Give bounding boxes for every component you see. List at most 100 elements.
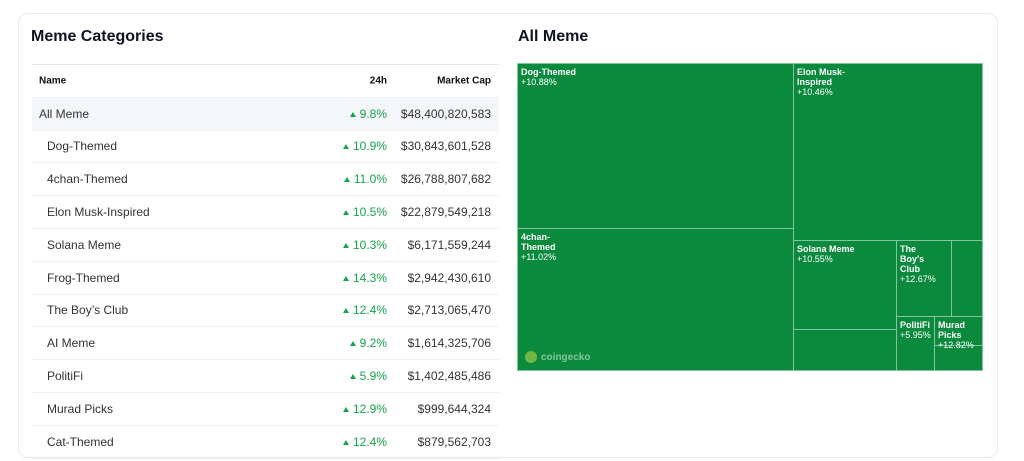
up-arrow bbox=[342, 242, 349, 248]
name-cell: AI Meme bbox=[47, 336, 96, 351]
name-cell: Murad Picks bbox=[47, 401, 114, 416]
tile-label: Murad Picks bbox=[938, 320, 965, 340]
tile-change: +11.02% bbox=[521, 252, 557, 262]
change-text: 12.4% bbox=[352, 434, 387, 449]
tile-label: PolitiFi bbox=[900, 320, 930, 330]
tile-change: +10.88% bbox=[521, 77, 557, 87]
name-cell: PolitiFi bbox=[47, 369, 84, 384]
tile-label: Dog-Themed bbox=[521, 67, 576, 77]
up-arrow bbox=[343, 177, 350, 183]
table-row: Murad Picks 12.9% $999,644,324 bbox=[32, 393, 499, 426]
table-row: AI Meme 9.2% $1,614,325,706 bbox=[32, 327, 499, 361]
table: Name 24h Market Cap All Meme 9.8% $48,400,… bbox=[32, 64, 499, 459]
market-cap-cell: $2,942,430,610 bbox=[407, 270, 491, 285]
change-cell: 10.5% bbox=[342, 205, 387, 220]
market-cap-cell: $48,400,820,583 bbox=[400, 106, 491, 121]
market-cap-cell: $999,644,324 bbox=[417, 401, 491, 416]
market-cap-cell: $879,562,703 bbox=[417, 434, 491, 449]
change-cell: 12.9% bbox=[342, 401, 387, 416]
up-arrow bbox=[349, 374, 356, 380]
table-row: Cat-Themed 12.4% $879,562,703 bbox=[32, 426, 499, 459]
tile-label: Solana Meme bbox=[797, 244, 855, 254]
table-row: Elon Musk-Inspired 10.5% $22,879,549,218 bbox=[32, 196, 499, 229]
name-cell: Cat-Themed bbox=[47, 434, 114, 449]
treemap-title: All Meme bbox=[518, 28, 589, 45]
tile-change: +10.46% bbox=[797, 87, 833, 97]
table-row: Frog-Themed 14.3% $2,942,430,610 bbox=[32, 262, 499, 295]
up-arrow bbox=[342, 439, 349, 445]
tile-label: Elon Musk-Inspired bbox=[797, 67, 846, 87]
change-cell: 9.8% bbox=[349, 106, 387, 121]
market-cap-cell: $26,788,807,682 bbox=[400, 172, 491, 187]
table-row: 4chan-Themed 11.0% $26,788,807,682 bbox=[32, 163, 499, 197]
tile-label: The Boy's Club bbox=[900, 244, 925, 274]
header-row: Name 24h Market Cap bbox=[32, 65, 499, 98]
treemap-tile: 4chan-Themed +11.02% bbox=[517, 228, 794, 371]
up-arrow bbox=[342, 275, 349, 281]
header-cell: Name bbox=[39, 75, 67, 87]
change-text: 10.5% bbox=[352, 205, 387, 220]
header-cell: Market Cap bbox=[437, 75, 491, 87]
treemap-tile: Dog-Themed +10.88% bbox=[517, 63, 794, 229]
treemap-tile: Solana Meme +10.55% bbox=[793, 240, 897, 330]
header-cell: 24h bbox=[369, 75, 387, 87]
change-cell: 10.3% bbox=[342, 237, 387, 252]
table-title: Meme Categories bbox=[31, 28, 164, 45]
change-cell: 9.2% bbox=[349, 336, 387, 351]
change-text: 12.4% bbox=[352, 303, 387, 318]
market-cap-cell: $22,879,549,218 bbox=[400, 205, 491, 220]
change-text: 11.0% bbox=[353, 172, 387, 187]
change-text: 9.8% bbox=[359, 106, 387, 121]
change-cell: 11.0% bbox=[343, 172, 387, 187]
name-cell: Elon Musk-Inspired bbox=[47, 205, 150, 220]
change-text: 10.9% bbox=[352, 139, 387, 154]
name-cell: Solana Meme bbox=[47, 237, 122, 252]
table-row: All Meme 9.8% $48,400,820,583 bbox=[32, 97, 499, 131]
change-text: 12.9% bbox=[352, 401, 387, 416]
change-cell: 14.3% bbox=[342, 270, 387, 285]
market-cap-cell: $30,843,601,528 bbox=[400, 139, 491, 154]
treemap-tile: Murad Picks +12.82% bbox=[934, 316, 983, 350]
change-text: 10.3% bbox=[352, 237, 387, 252]
watermark-text: coingecko bbox=[541, 351, 591, 363]
treemap-tile: The Boy's Club +12.67% bbox=[896, 240, 952, 317]
change-text: 5.9% bbox=[359, 369, 387, 384]
treemap-tile: PolitiFi +5.95% bbox=[896, 316, 935, 371]
change-text: 14.3% bbox=[352, 270, 387, 285]
market-cap-cell: $1,402,485,486 bbox=[407, 369, 491, 384]
watermark: coingecko bbox=[525, 351, 590, 363]
up-arrow bbox=[342, 210, 349, 216]
market-cap-cell: $1,614,325,706 bbox=[407, 336, 491, 351]
tile-label: 4chan-Themed bbox=[521, 232, 556, 252]
name-cell: Frog-Themed bbox=[47, 270, 120, 285]
treemap-tile bbox=[793, 329, 897, 371]
change-cell: 5.9% bbox=[349, 369, 387, 384]
up-arrow bbox=[349, 341, 356, 347]
name-cell: Dog-Themed bbox=[47, 139, 118, 154]
up-arrow bbox=[342, 144, 349, 150]
up-arrow bbox=[342, 308, 349, 314]
name-cell: 4chan-Themed bbox=[47, 172, 128, 187]
tile-change: +12.82% bbox=[938, 340, 974, 350]
market-cap-cell: $2,713,065,470 bbox=[407, 303, 491, 318]
name-cell: All Meme bbox=[39, 106, 90, 121]
change-cell: 12.4% bbox=[342, 303, 387, 318]
change-cell: 12.4% bbox=[342, 434, 387, 449]
change-cell: 10.9% bbox=[342, 139, 387, 154]
name-cell: The Boy’s Club bbox=[47, 303, 129, 318]
tile-change: +5.95% bbox=[900, 330, 931, 340]
up-arrow bbox=[349, 111, 356, 117]
treemap-tile bbox=[951, 240, 983, 317]
table-row: Solana Meme 10.3% $6,171,559,244 bbox=[32, 229, 499, 262]
tile-change: +10.55% bbox=[797, 254, 833, 264]
table-row: PolitiFi 5.9% $1,402,485,486 bbox=[32, 360, 499, 393]
tile-change: +12.67% bbox=[900, 274, 936, 284]
treemap-tile: Elon Musk-Inspired +10.46% bbox=[793, 63, 983, 241]
up-arrow bbox=[342, 406, 349, 412]
table-row: Dog-Themed 10.9% $30,843,601,528 bbox=[32, 131, 499, 164]
market-cap-cell: $6,171,559,244 bbox=[407, 237, 491, 252]
table-row: The Boy’s Club 12.4% $2,713,065,470 bbox=[32, 295, 499, 328]
change-text: 9.2% bbox=[359, 336, 387, 351]
card bbox=[18, 13, 998, 458]
